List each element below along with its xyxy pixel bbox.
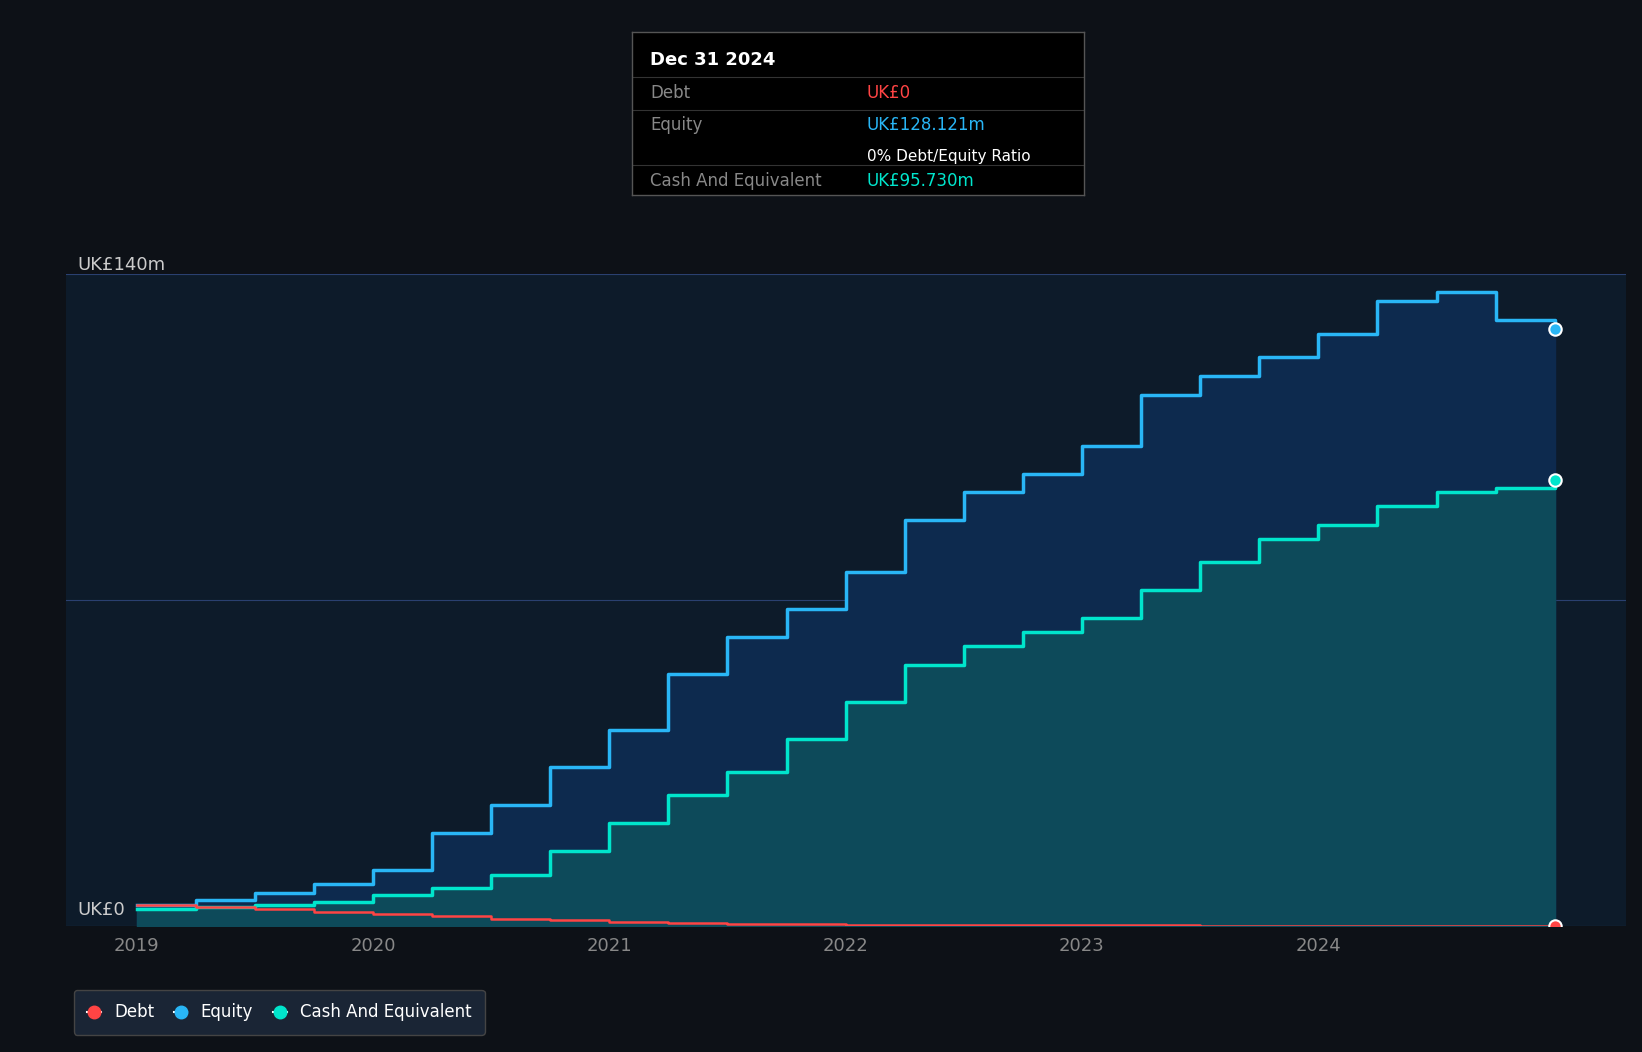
Text: Debt: Debt [650,84,690,102]
Point [1542,321,1568,338]
Text: UK£140m: UK£140m [77,256,166,274]
Text: Equity: Equity [650,117,703,135]
Text: Cash And Equivalent: Cash And Equivalent [650,171,823,189]
Text: UK£95.730m: UK£95.730m [867,171,975,189]
Text: 0% Debt/Equity Ratio: 0% Debt/Equity Ratio [867,149,1031,164]
Text: Dec 31 2024: Dec 31 2024 [650,52,775,69]
Point [1542,917,1568,934]
Text: UK£0: UK£0 [77,901,125,918]
Text: UK£0: UK£0 [867,84,911,102]
Legend: Debt, Equity, Cash And Equivalent: Debt, Equity, Cash And Equivalent [74,990,484,1035]
Point [1542,471,1568,488]
Text: UK£128.121m: UK£128.121m [867,117,985,135]
